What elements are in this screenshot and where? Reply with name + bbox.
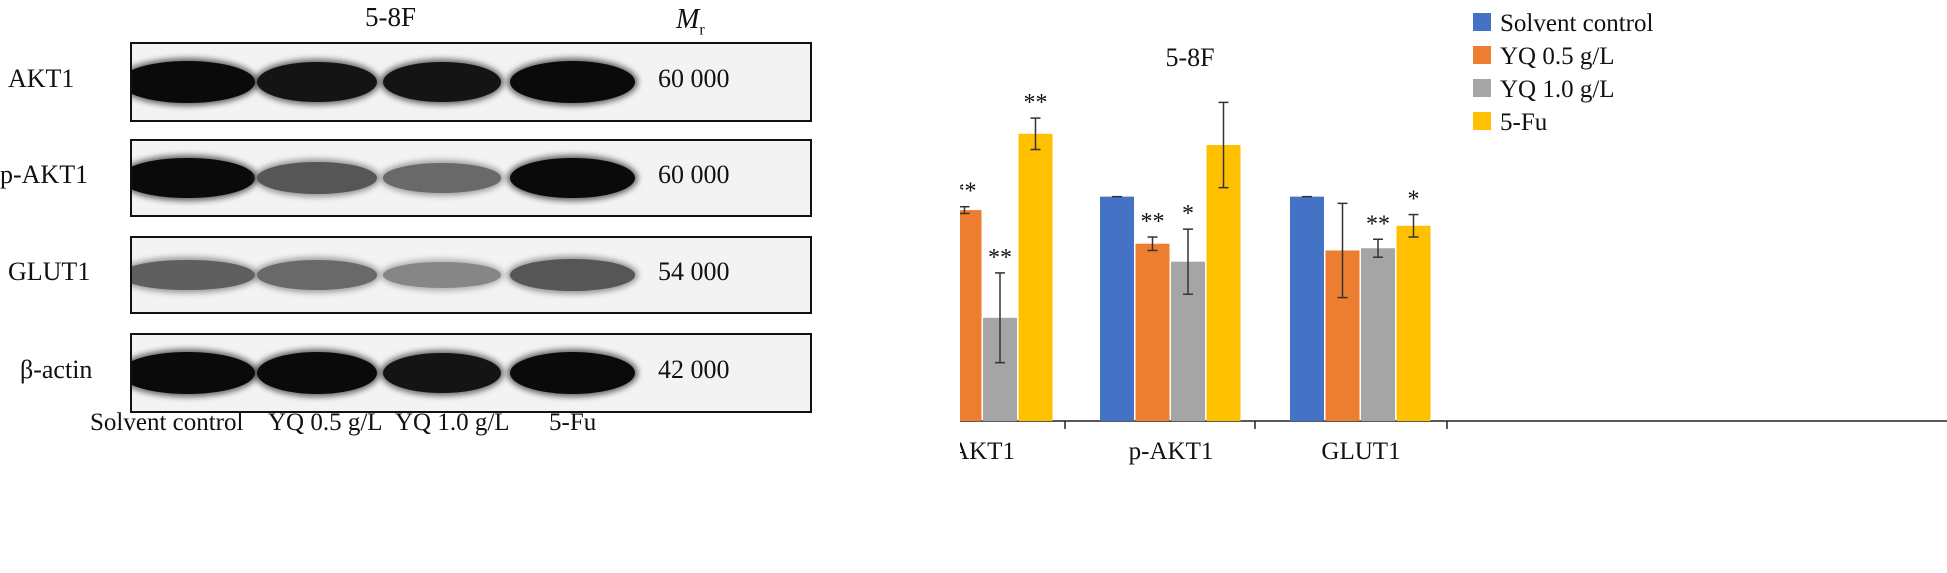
blot-band xyxy=(509,259,635,291)
blot-row-label: p-AKT1 xyxy=(0,160,89,189)
chart-title: 5-8F xyxy=(1165,43,1214,72)
significance-label: * xyxy=(1408,187,1420,213)
blot-panel xyxy=(130,236,812,314)
bar xyxy=(1290,196,1324,421)
significance-label: ** xyxy=(988,245,1012,271)
bar xyxy=(1396,225,1431,421)
blot-band xyxy=(257,61,377,103)
x-tick-label: AKT1 xyxy=(960,438,1015,465)
blot-band xyxy=(509,61,635,103)
significance-label: * xyxy=(1182,201,1194,227)
bar xyxy=(1206,145,1241,422)
mr-column-label: Mr xyxy=(676,4,705,39)
significance-label: ** xyxy=(1024,90,1048,116)
blot-band xyxy=(132,61,255,103)
bar xyxy=(1135,243,1170,421)
blot-band xyxy=(383,261,501,289)
legend-swatch xyxy=(1473,13,1491,31)
lane-label: YQ 0.5 g/L xyxy=(268,409,383,436)
blot-band xyxy=(383,352,501,394)
blot-row-label: β-actin xyxy=(20,355,93,384)
blot-row-label: GLUT1 xyxy=(8,257,91,286)
bar xyxy=(1100,196,1134,421)
legend-swatch xyxy=(1473,79,1491,97)
molecular-weight-label: 42 000 xyxy=(658,355,730,384)
x-tick-label: p-AKT1 xyxy=(1129,438,1214,465)
x-tick-label: GLUT1 xyxy=(1321,438,1400,465)
lane-label: Solvent control xyxy=(90,409,244,436)
bar xyxy=(1361,248,1395,421)
significance-label: ** xyxy=(1141,209,1165,235)
blot-band xyxy=(132,157,255,199)
legend-swatch xyxy=(1473,46,1491,64)
legend-swatch xyxy=(1473,112,1491,130)
blot-row-label: AKT1 xyxy=(8,64,75,93)
legend-label: 5-Fu xyxy=(1500,109,1548,136)
molecular-weight-label: 60 000 xyxy=(658,160,730,189)
lane-label: 5-Fu xyxy=(549,409,597,436)
bar xyxy=(960,210,982,421)
blot-band xyxy=(509,157,635,199)
blot-band xyxy=(509,352,635,394)
bar-chart: 00.20.40.60.81.01.21.41.6Relative protei… xyxy=(960,10,1947,465)
blot-panel xyxy=(130,42,812,122)
blot-band xyxy=(257,162,377,194)
blot-band xyxy=(132,259,255,291)
blot-band xyxy=(257,260,377,290)
significance-label: ** xyxy=(1366,211,1390,237)
blot-band xyxy=(132,352,255,394)
significance-label: ** xyxy=(960,179,977,205)
blot-band xyxy=(383,61,501,103)
blot-panel xyxy=(130,139,812,217)
lane-label: YQ 1.0 g/L xyxy=(395,409,510,436)
legend-label: Solvent control xyxy=(1500,10,1654,37)
blot-panel xyxy=(130,333,812,413)
blot-band xyxy=(383,163,501,193)
legend-label: YQ 0.5 g/L xyxy=(1500,43,1615,70)
blot-title: 5-8F xyxy=(365,2,417,32)
molecular-weight-label: 60 000 xyxy=(658,64,730,93)
blot-band xyxy=(257,352,377,394)
legend-label: YQ 1.0 g/L xyxy=(1500,76,1615,103)
bar xyxy=(1018,133,1053,422)
molecular-weight-label: 54 000 xyxy=(658,257,730,286)
